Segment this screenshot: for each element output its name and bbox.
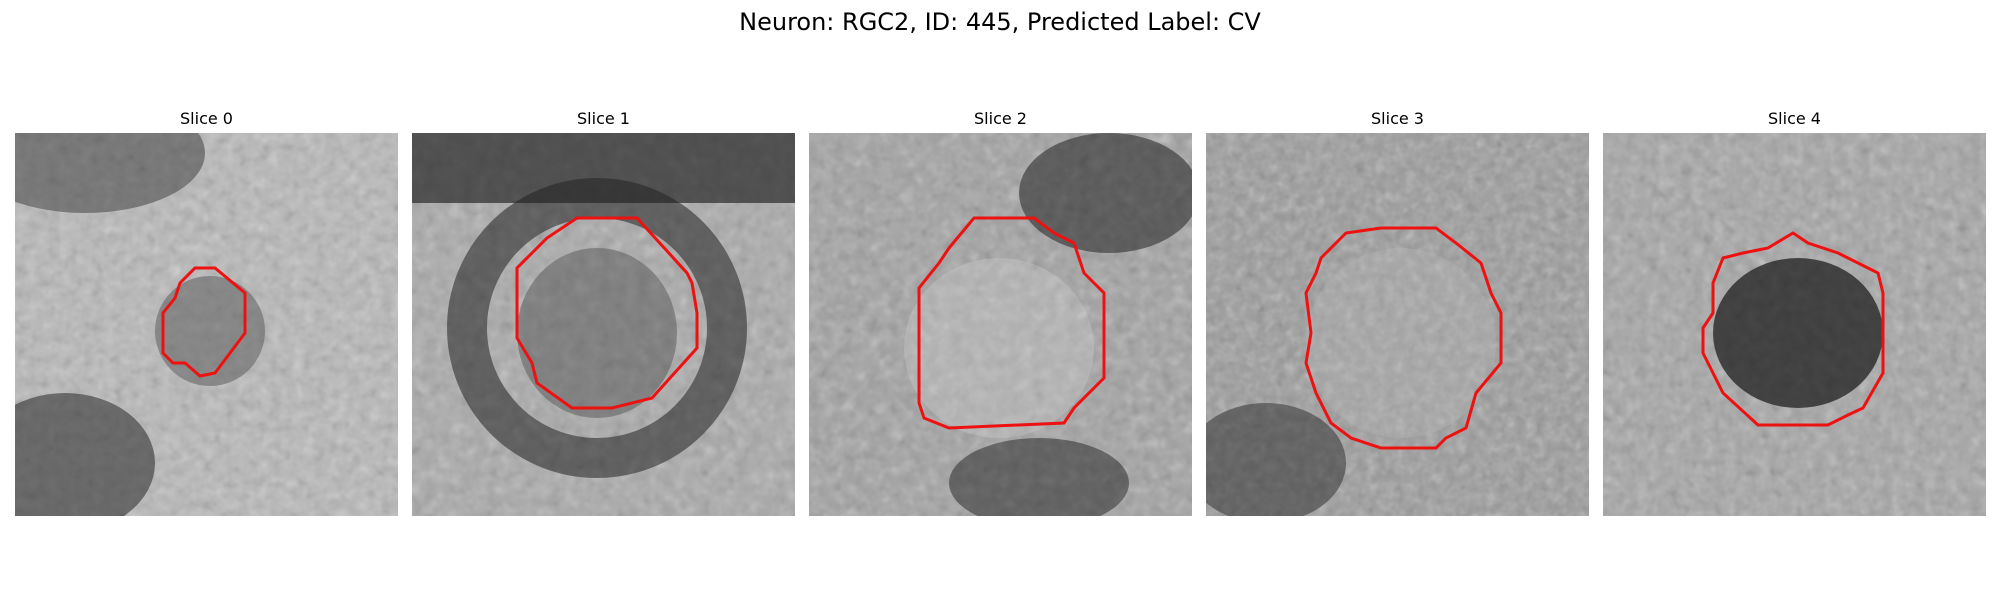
slice-title-4: Slice 4 (1768, 109, 1821, 128)
slice-cell-body-0 (155, 276, 265, 386)
neuron-contour-3 (1304, 226, 1503, 450)
slice-image-0 (15, 133, 398, 516)
slice-image-1 (412, 133, 795, 516)
neuron-contour-4 (1701, 231, 1885, 427)
slice-panel-1: Slice 1 (412, 108, 795, 522)
neuron-contour-2 (917, 216, 1106, 430)
slice-dark-region-0 (15, 133, 205, 213)
neuron-contour-0 (161, 266, 247, 378)
slice-title-0: Slice 0 (180, 109, 233, 128)
slice-title-3: Slice 3 (1371, 109, 1424, 128)
slice-dark-region-2b (949, 438, 1129, 516)
slice-dark-region-0b (15, 393, 155, 516)
figure-title: Neuron: RGC2, ID: 445, Predicted Label: … (739, 8, 1261, 36)
neuron-contour-1 (515, 216, 699, 410)
slice-panel-0: Slice 0 (15, 108, 398, 522)
slice-dark-region-2 (1019, 133, 1192, 253)
slice-cell-body-3 (1306, 248, 1496, 438)
slice-cell-body-2 (904, 258, 1094, 438)
slice-panel-4: Slice 4 (1603, 108, 1986, 522)
slice-ring-1 (447, 178, 747, 478)
slice-dark-region-3 (1206, 403, 1346, 516)
slice-cell-body-1 (517, 248, 677, 418)
slice-image-2 (809, 133, 1192, 516)
slice-panel-2: Slice 2 (809, 108, 1192, 522)
slice-title-1: Slice 1 (577, 109, 630, 128)
slice-panel-3: Slice 3 (1206, 108, 1589, 522)
slice-title-2: Slice 2 (974, 109, 1027, 128)
slice-image-3 (1206, 133, 1589, 516)
slice-image-4 (1603, 133, 1986, 516)
slice-cell-body-4 (1713, 258, 1883, 408)
